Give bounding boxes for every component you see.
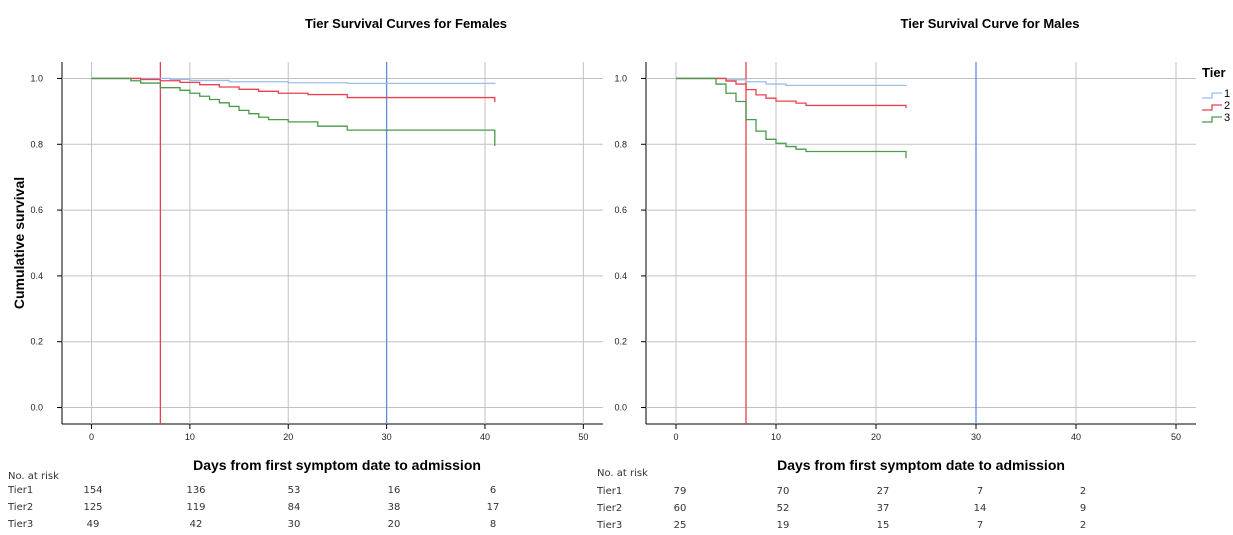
x-tick-label: 20 [871,432,881,442]
chart-title: Tier Survival Curve for Males [901,16,1080,31]
risk-row-value: 154 [83,485,102,496]
x-tick-label: 40 [1071,432,1081,442]
risk-row-value: 30 [288,519,301,530]
risk-row-value: 9 [1080,503,1086,514]
risk-row-label: Tier3 [7,519,33,530]
survival-curve-tier-3 [91,77,496,146]
y-tick-label: 0.2 [614,337,627,347]
survival-curve-tier-1 [91,77,496,85]
legend-label: 2 [1224,100,1230,112]
risk-row-label: Tier1 [7,485,33,496]
legend-title: Tier [1202,65,1226,80]
x-tick-label: 50 [578,432,588,442]
y-tick-label: 0.8 [614,139,627,149]
risk-row-value: 8 [490,519,496,530]
legend-label: 1 [1224,88,1230,100]
y-tick-label: 0.4 [30,271,43,281]
chart-panel-1: Tier Survival Curves for Females 0.0 0.2 0.… [7,16,603,530]
risk-row-value: 136 [186,485,205,496]
x-tick-label: 30 [971,432,981,442]
x-tick-label: 20 [283,432,293,442]
risk-row-value: 27 [877,486,890,497]
x-tick-label: 10 [185,432,195,442]
risk-row-value: 37 [877,503,890,514]
risk-table-header: No. at risk [8,471,59,482]
risk-row-value: 70 [777,486,790,497]
x-tick-label: 50 [1171,432,1181,442]
x-tick-label: 0 [89,432,94,442]
legend-swatch-tier-1 [1202,92,1222,99]
risk-row-value: 6 [490,485,496,496]
risk-row-value: 38 [388,502,401,513]
y-tick-label: 0.0 [614,403,627,413]
risk-row-value: 125 [83,502,102,513]
risk-row-value: 79 [674,486,687,497]
survival-curve-tier-1 [676,77,907,87]
chart-panel-2: Tier Survival Curve for Males 0.0 0.2 0.4 0.… [596,16,1196,531]
survival-curve-tier-3 [676,77,907,159]
y-tick-label: 0.0 [30,403,43,413]
y-tick-label: 1.0 [30,73,43,83]
y-tick-label: 0.6 [30,205,43,215]
y-tick-label: 0.4 [614,271,627,281]
risk-row-value: 2 [1080,520,1086,530]
risk-row-label: Tier3 [596,520,622,530]
risk-row-value: 17 [487,502,500,513]
x-tick-label: 10 [771,432,781,442]
survival-curve-tier-2 [91,77,496,103]
x-axis-label: Days from first symptom date to admissio… [777,457,1065,473]
risk-row-label: Tier2 [596,503,622,514]
legend-label: 3 [1224,112,1230,124]
y-axis-label: Cumulative survival [11,177,27,309]
y-tick-label: 0.8 [30,139,43,149]
risk-row-value: 7 [977,486,983,497]
y-tick-label: 0.2 [30,337,43,347]
risk-row-value: 49 [87,519,100,530]
risk-row-value: 119 [186,502,205,513]
survival-curve-tier-2 [676,77,907,109]
risk-row-value: 16 [388,485,401,496]
risk-row-value: 84 [288,502,301,513]
x-axis-label: Days from first symptom date to admissio… [193,457,481,473]
y-tick-label: 0.6 [614,205,627,215]
risk-row-value: 19 [777,520,790,530]
risk-row-label: Tier2 [7,502,33,513]
y-tick-label: 1.0 [614,73,627,83]
legend-swatch-tier-2 [1202,104,1222,111]
risk-row-value: 53 [288,485,301,496]
risk-row-value: 7 [977,520,983,530]
legend: Tier 123 [1202,65,1230,124]
risk-row-label: Tier1 [596,486,622,497]
x-tick-label: 0 [673,432,678,442]
x-tick-label: 30 [382,432,392,442]
risk-row-value: 15 [877,520,890,530]
risk-row-value: 14 [974,503,987,514]
risk-row-value: 2 [1080,486,1086,497]
risk-row-value: 20 [388,519,401,530]
risk-row-value: 52 [777,503,790,514]
risk-row-value: 60 [674,503,687,514]
x-tick-label: 40 [480,432,490,442]
legend-swatch-tier-3 [1202,116,1222,123]
chart-title: Tier Survival Curves for Females [305,16,507,31]
risk-row-value: 42 [190,519,203,530]
risk-row-value: 25 [674,520,687,530]
risk-table-header: No. at risk [597,468,648,479]
